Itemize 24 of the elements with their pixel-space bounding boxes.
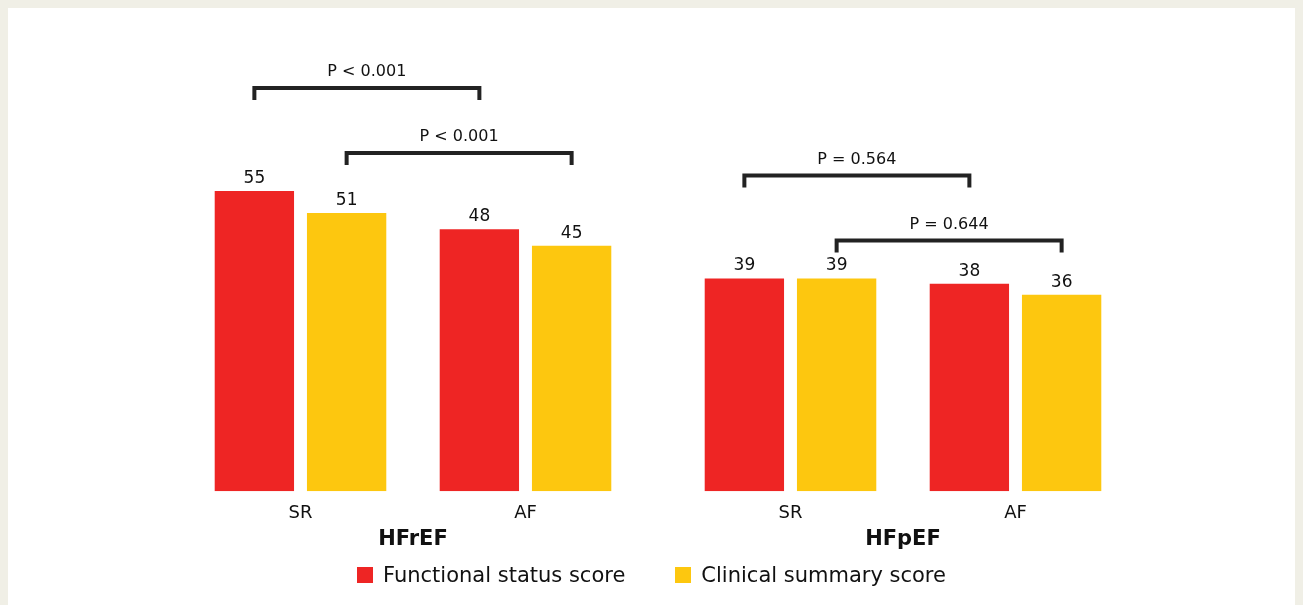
bar bbox=[214, 191, 295, 492]
text: P < 0.001 bbox=[327, 61, 407, 81]
data-label: 45 bbox=[560, 221, 583, 242]
x-tick-label: AF bbox=[1004, 500, 1027, 522]
x-axis-title: HFrEF bbox=[378, 525, 448, 550]
text: P < 0.001 bbox=[419, 126, 499, 146]
legend-label: Functional status score bbox=[383, 563, 626, 587]
data-label: 38 bbox=[958, 259, 981, 280]
data-label: 48 bbox=[468, 205, 491, 226]
x-tick-label: AF bbox=[514, 500, 537, 522]
x-axis-title: HFpEF bbox=[865, 525, 941, 550]
bar bbox=[306, 212, 387, 492]
bar bbox=[531, 245, 612, 492]
text: P = 0.644 bbox=[909, 213, 989, 233]
data-label: 39 bbox=[825, 254, 848, 275]
bar bbox=[439, 229, 520, 492]
x-tick-label: SR bbox=[778, 500, 803, 522]
text: P = 0.564 bbox=[817, 148, 897, 168]
data-label: 36 bbox=[1050, 270, 1073, 291]
x-tick-label: SR bbox=[288, 500, 313, 522]
legend-label: Clinical summary score bbox=[701, 563, 946, 587]
data-label: 39 bbox=[733, 254, 756, 275]
data-label: 51 bbox=[335, 188, 358, 209]
data-label: 55 bbox=[243, 166, 266, 187]
